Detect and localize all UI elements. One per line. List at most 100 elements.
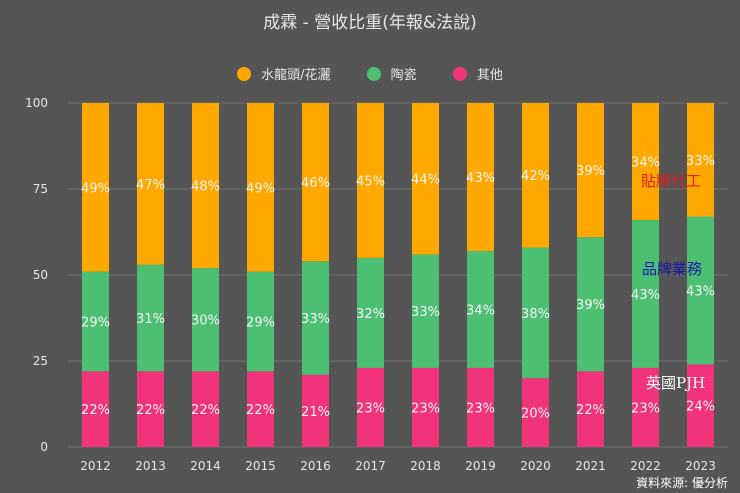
annotation-pjh: 英國PJH	[646, 374, 706, 392]
data-label: 44%	[411, 173, 440, 188]
bar-segment	[522, 103, 549, 248]
y-tick-label: 25	[33, 354, 48, 368]
data-label: 22%	[576, 403, 605, 418]
bar-segment	[687, 103, 714, 217]
bar-segment	[247, 271, 274, 372]
bar-segment	[302, 261, 329, 375]
data-label: 39%	[576, 298, 605, 313]
bar-segment	[357, 103, 384, 258]
bar-segment	[192, 371, 219, 447]
data-label: 32%	[356, 307, 385, 322]
bar-segment	[412, 367, 439, 447]
bar-segment	[577, 237, 604, 372]
x-tick-label: 2023	[685, 459, 716, 473]
data-label: 23%	[631, 401, 660, 416]
legend: 水龍頭/花灑 陶瓷 其他	[0, 64, 740, 85]
data-label: 38%	[521, 307, 550, 322]
bar-segment	[687, 216, 714, 365]
legend-item-faucet[interactable]: 水龍頭/花灑	[237, 64, 331, 83]
data-label: 21%	[301, 405, 330, 420]
bar-segment	[522, 378, 549, 447]
data-label: 34%	[631, 155, 660, 170]
x-tick-label: 2018	[410, 459, 441, 473]
bar-segment	[137, 103, 164, 265]
x-tick-label: 2019	[465, 459, 496, 473]
bar-segment	[577, 103, 604, 238]
y-tick-label: 100	[25, 96, 48, 110]
data-label: 45%	[356, 174, 385, 189]
bar-segment	[82, 271, 109, 372]
x-tick-label: 2021	[575, 459, 606, 473]
data-label: 33%	[301, 312, 330, 327]
data-label: 30%	[191, 314, 220, 329]
bar-segment	[247, 371, 274, 447]
data-label: 48%	[191, 180, 220, 195]
data-label: 23%	[466, 401, 495, 416]
data-label: 47%	[136, 178, 165, 193]
bar-segment	[137, 371, 164, 447]
y-tick-label: 75	[33, 182, 48, 196]
data-label: 22%	[81, 403, 110, 418]
data-label: 34%	[466, 303, 495, 318]
legend-label: 水龍頭/花灑	[261, 68, 331, 83]
annotation-oem: 貼牌代工	[641, 172, 702, 190]
x-tick-label: 2014	[190, 459, 221, 473]
data-label: 42%	[521, 169, 550, 184]
bar-segment	[687, 364, 714, 447]
x-tick-label: 2012	[80, 459, 111, 473]
bar-segment	[302, 374, 329, 447]
data-label: 49%	[246, 181, 275, 196]
y-tick-label: 50	[33, 268, 48, 282]
bar-segment	[302, 103, 329, 262]
data-label: 23%	[411, 401, 440, 416]
legend-dot	[366, 66, 381, 81]
data-label: 20%	[521, 407, 550, 422]
bar-segment	[82, 103, 109, 272]
data-label: 33%	[411, 305, 440, 320]
bar-segment	[82, 371, 109, 447]
bar-segment	[632, 219, 659, 368]
data-label: 29%	[246, 315, 275, 330]
legend-item-other[interactable]: 其他	[452, 64, 503, 83]
bar-segment	[467, 103, 494, 251]
legend-label: 其他	[476, 68, 503, 83]
data-label: 39%	[576, 164, 605, 179]
annotation-brand: 品牌業務	[642, 260, 703, 278]
x-tick-label: 2013	[135, 459, 166, 473]
bar-segment	[357, 367, 384, 447]
x-tick-label: 2015	[245, 459, 276, 473]
data-label: 31%	[136, 312, 165, 327]
bar-segment	[632, 103, 659, 220]
x-tick-label: 2017	[355, 459, 386, 473]
legend-label: 陶瓷	[390, 68, 417, 83]
data-label: 33%	[686, 154, 715, 169]
bar-segment	[357, 257, 384, 368]
bar-segment	[192, 268, 219, 372]
legend-dot	[452, 66, 467, 81]
data-label: 43%	[686, 284, 715, 299]
data-label: 24%	[686, 400, 715, 415]
data-label: 22%	[191, 403, 220, 418]
bar-segment	[467, 367, 494, 447]
data-label: 43%	[631, 288, 660, 303]
chart-title: 成霖 - 營收比重(年報&法說)	[263, 13, 477, 33]
y-tick-label: 0	[40, 440, 48, 454]
source-note: 資料來源: 優分析	[636, 476, 728, 490]
data-label: 46%	[301, 176, 330, 191]
bar-segment	[577, 371, 604, 447]
data-label: 43%	[466, 171, 495, 186]
bar-segment	[412, 254, 439, 368]
bar-segment	[467, 250, 494, 368]
x-tick-label: 2020	[520, 459, 551, 473]
data-label: 29%	[81, 315, 110, 330]
bar-segment	[192, 103, 219, 269]
x-tick-label: 2022	[630, 459, 661, 473]
bar-segment	[137, 264, 164, 372]
data-label: 22%	[136, 403, 165, 418]
bar-segment	[412, 103, 439, 255]
data-label: 49%	[81, 181, 110, 196]
bar-segment	[247, 103, 274, 272]
legend-item-ceramic[interactable]: 陶瓷	[366, 64, 417, 83]
data-label: 23%	[356, 401, 385, 416]
